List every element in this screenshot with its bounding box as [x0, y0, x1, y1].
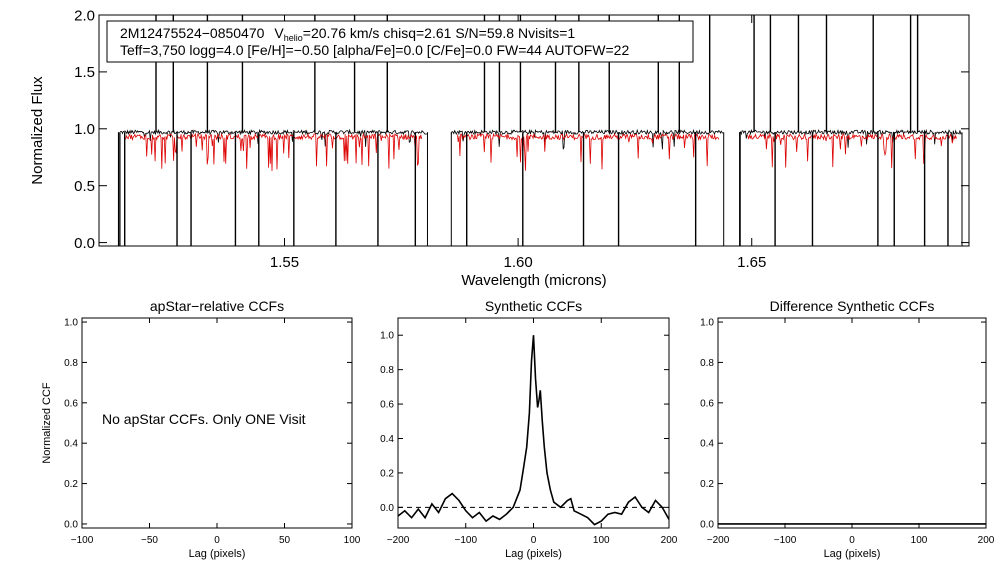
no-ccf-message: No apStar CCFs. Only ONE Visit — [102, 411, 306, 427]
synthetic-xlabel: Lag (pixels) — [505, 548, 562, 560]
apstar-ytick-label: 1.0 — [64, 318, 78, 329]
difference-ytick-label: 0.4 — [700, 439, 714, 450]
spectrum-ytick-label: 0.5 — [74, 178, 95, 195]
apstar-ytick-label: 0.0 — [64, 519, 78, 530]
spectrum-xtick-label: 1.55 — [270, 254, 299, 271]
difference-ytick-label: 1.0 — [700, 318, 714, 329]
difference-ytick-label: 0.2 — [700, 479, 714, 490]
observed-spectrum-segment — [739, 128, 962, 148]
apstar-title: apStar−relative CCFs — [150, 298, 284, 314]
spectrum-ytick-label: 0.0 — [74, 235, 95, 252]
spectrum-ytick-label: 1.5 — [74, 64, 95, 81]
spectrum-ytick-label: 2.0 — [74, 7, 95, 24]
synthetic-ytick-label: 0.8 — [380, 365, 394, 376]
difference-xtick-label: 100 — [911, 535, 928, 546]
model-spectrum-segment — [746, 132, 957, 169]
synthetic-ytick-label: 0.0 — [380, 503, 394, 514]
difference-xtick-label: −200 — [707, 535, 730, 546]
synthetic-xtick-label: 0 — [531, 535, 537, 546]
apstar-xlabel: Lag (pixels) — [189, 548, 246, 560]
apstar-ylabel: Normalized CCF — [41, 382, 53, 464]
apstar-xtick-label: −50 — [141, 535, 158, 546]
annotation-part-1: V — [274, 25, 284, 41]
spectrum-xtick-label: 1.65 — [737, 254, 766, 271]
spectrum-ylabel: Normalized Flux — [29, 76, 46, 185]
plot-layer: 1.55 1.60 1.65 0.0 0.5 1.0 1.5 2.0 Wavelength (m… — [29, 7, 995, 560]
spectrum-frame — [98, 14, 970, 247]
difference-title: Difference Synthetic CCFs — [770, 298, 935, 314]
observed-spectrum-segment — [450, 128, 724, 150]
difference-xtick-label: 200 — [978, 535, 995, 546]
difference-ytick-label: 0.0 — [700, 519, 714, 530]
synthetic-ytick-label: 1.0 — [380, 331, 394, 342]
synthetic-xtick-label: 100 — [593, 535, 610, 546]
synthetic-xtick-label: −100 — [454, 535, 477, 546]
synthetic-ccf-line — [397, 335, 670, 526]
annotation-line-1: 2M12475524−0850470 Vhelio=20.76 km/s chis… — [120, 25, 575, 43]
apstar-ytick-label: 0.8 — [64, 358, 78, 369]
difference-xlabel: Lag (pixels) — [824, 548, 881, 560]
synthetic-ytick-label: 0.6 — [380, 400, 394, 411]
difference-ytick-label: 0.8 — [700, 358, 714, 369]
difference-xtick-label: 0 — [849, 535, 855, 546]
synthetic-xtick-label: 200 — [661, 535, 678, 546]
spectrum-xtick-label: 1.60 — [504, 254, 533, 271]
annotation-line-2: Teff=3,750 logg=4.0 [Fe/H]=−0.50 [alpha/… — [120, 42, 629, 58]
annotation-part-0: 2M12475524−0850470 — [120, 25, 265, 41]
spectrum-xlabel: Wavelength (microns) — [461, 272, 606, 289]
apstar-ytick-label: 0.4 — [64, 439, 78, 450]
apstar-xtick-label: 100 — [344, 535, 361, 546]
spectrum-ytick-label: 1.0 — [74, 121, 95, 138]
apstar-xtick-label: 0 — [214, 535, 220, 546]
annotation-box — [106, 20, 694, 63]
synthetic-ytick-label: 0.4 — [380, 434, 394, 445]
model-spectrum-segment — [457, 132, 720, 171]
synthetic-xtick-label: −200 — [387, 535, 410, 546]
apstar-ytick-label: 0.6 — [64, 398, 78, 409]
apstar-xtick-label: 50 — [279, 535, 291, 546]
synthetic-title: Synthetic CCFs — [485, 298, 582, 314]
synthetic-ytick-label: 0.2 — [380, 468, 394, 479]
apstar-ytick-label: 0.2 — [64, 479, 78, 490]
apstar-xtick-label: −100 — [71, 535, 94, 546]
model-spectrum-segment — [125, 132, 423, 172]
difference-xtick-label: −100 — [774, 535, 797, 546]
annotation-part-3: =20.76 km/s chisq=2.61 S/N=59.8 Nvisits=… — [303, 25, 576, 41]
annotation-part-2: helio — [284, 33, 303, 43]
difference-ytick-label: 0.6 — [700, 398, 714, 409]
observed-spectrum-segment — [119, 128, 428, 147]
